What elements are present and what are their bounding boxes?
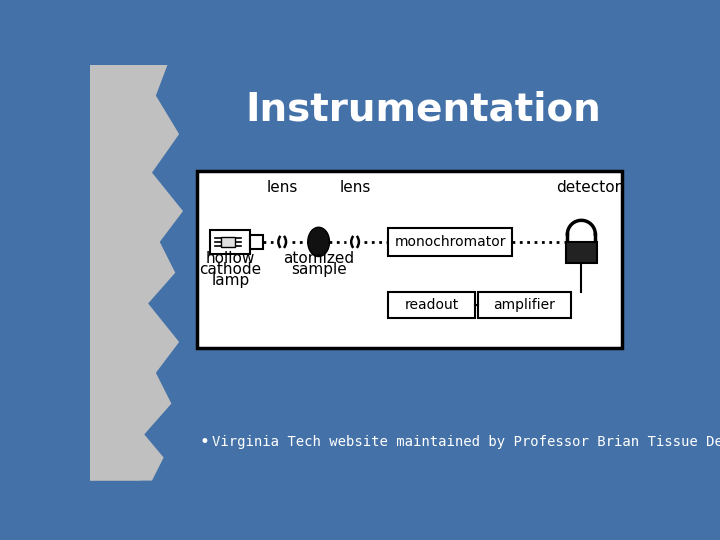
Text: readout: readout (405, 298, 459, 312)
Text: cathode: cathode (199, 262, 261, 277)
Bar (210, 230, 251, 254)
Text: lamp: lamp (211, 273, 249, 288)
Bar (566, 242, 597, 264)
Text: •: • (199, 433, 210, 451)
Bar (197, 171, 621, 348)
Polygon shape (90, 65, 183, 481)
Text: sample: sample (291, 262, 346, 277)
Text: detector: detector (557, 180, 621, 195)
Bar (221, 237, 235, 247)
Bar (388, 292, 475, 318)
Text: Virginia Tech website maintained by Professor Brian Tissue Department of Chemist: Virginia Tech website maintained by Prof… (212, 435, 720, 449)
Text: atomized: atomized (283, 251, 354, 266)
Text: amplifier: amplifier (493, 298, 555, 312)
Bar (477, 292, 570, 318)
Text: monochromator: monochromator (395, 235, 506, 249)
Text: lens: lens (339, 180, 371, 195)
Text: hollow: hollow (206, 251, 255, 266)
Bar (388, 228, 513, 256)
Ellipse shape (307, 227, 330, 256)
Text: lens: lens (266, 180, 298, 195)
Bar (251, 235, 263, 249)
Polygon shape (90, 65, 171, 481)
Text: Instrumentation: Instrumentation (246, 91, 601, 129)
